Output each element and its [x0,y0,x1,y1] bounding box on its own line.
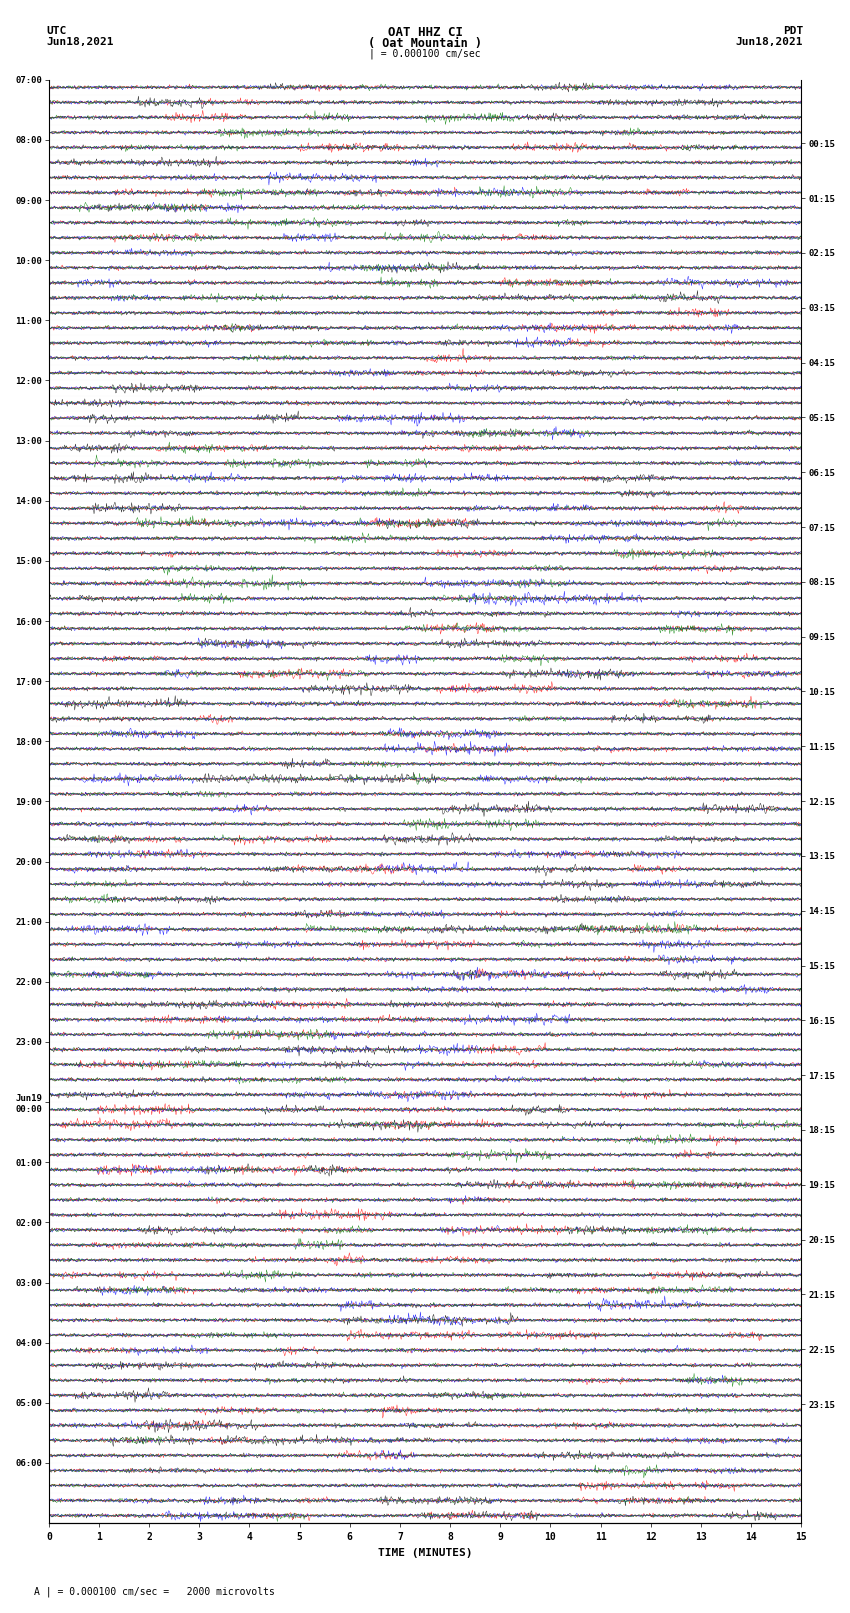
Text: UTC: UTC [47,26,67,35]
Text: ( Oat Mountain ): ( Oat Mountain ) [368,37,482,50]
Text: | = 0.000100 cm/sec: | = 0.000100 cm/sec [369,48,481,60]
Text: Jun18,2021: Jun18,2021 [736,37,803,47]
X-axis label: TIME (MINUTES): TIME (MINUTES) [377,1548,473,1558]
Text: OAT HHZ CI: OAT HHZ CI [388,26,462,39]
Text: PDT: PDT [783,26,803,35]
Text: A | = 0.000100 cm/sec =   2000 microvolts: A | = 0.000100 cm/sec = 2000 microvolts [34,1586,275,1597]
Text: Jun18,2021: Jun18,2021 [47,37,114,47]
